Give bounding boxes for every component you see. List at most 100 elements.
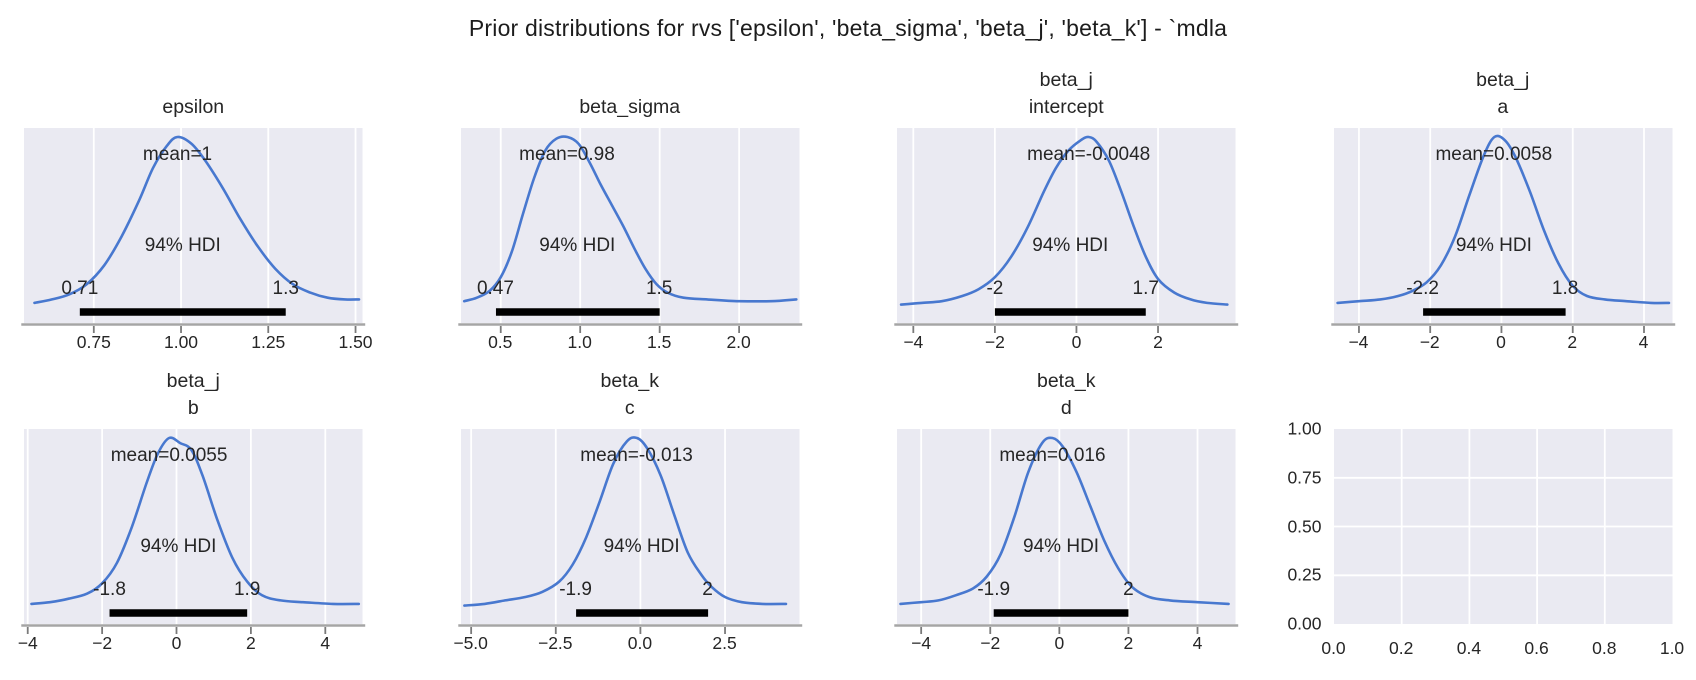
subplot-title-line: intercept: [1028, 96, 1104, 119]
x-tick-label: 1.00: [163, 332, 199, 352]
subplot-epsilon: epsilon mean=1 94% HDI 0.71 1.3 0.75 1.00 1.25 1…: [24, 56, 373, 357]
x-tick-label: 1.0: [1659, 638, 1685, 658]
x-axis-tick-labels: −4 −2 0 2 4: [1334, 323, 1673, 357]
plot-background: [24, 429, 363, 624]
kde-curve: [900, 438, 1228, 604]
x-tick-label: 0: [1496, 332, 1506, 352]
x-tick-label: 0.5: [488, 332, 513, 352]
x-tick-label: 0: [1054, 633, 1065, 653]
plot-area: mean=-0.0048 94% HDI -2 1.7: [897, 128, 1236, 323]
subplot-title-line: beta_k: [600, 370, 660, 393]
kde-curve: [1337, 136, 1668, 303]
plot-area: mean=0.0055 94% HDI -1.8 1.9: [24, 429, 363, 624]
y-tick-label: 0.75: [1287, 467, 1322, 488]
plot-area: mean=-0.013 94% HDI -1.9 2: [461, 429, 800, 624]
subplot-title: beta_sigma: [461, 56, 800, 128]
subplot-beta-j-intercept: beta_j intercept mean=-0.0048 94% HDI -2 1.7 −…: [897, 56, 1236, 357]
x-tick-label: −4: [1348, 332, 1369, 352]
x-tick-label: 2.5: [712, 633, 737, 653]
x-tick-label: −2.5: [537, 633, 573, 653]
x-tick-label: 2: [246, 633, 256, 653]
x-tick-label: −2: [980, 633, 1001, 653]
x-tick-label: 1.50: [338, 332, 373, 352]
kde-curve: [31, 438, 358, 604]
plot-background: [1333, 128, 1672, 323]
kde-curve: [464, 137, 796, 302]
x-tick-label: 0: [1071, 332, 1082, 352]
subplot-title-line: beta_k: [1036, 370, 1096, 393]
subplot-empty-axes: 0.00 0.25 0.50 0.75 1.00 0.0 0.2 0.4 0.6 0.8 1.0: [1287, 357, 1684, 659]
y-tick-label: 1.00: [1287, 418, 1322, 439]
subplot-beta-j-a: beta_j a mean=0.0058 94% HDI -2.2 1.8 −4 −2 0 2 4: [1334, 56, 1673, 357]
x-axis-tick-labels: −4 −2 0 2 4: [897, 624, 1236, 658]
y-tick-label: 0.50: [1287, 516, 1322, 536]
y-tick-label: 0.00: [1287, 613, 1322, 634]
x-tick-label: 2: [1567, 332, 1578, 352]
x-tick-label: 4: [1192, 633, 1203, 653]
plot-area: mean=0.016 94% HDI -1.9 2: [897, 429, 1236, 624]
kde-curve: [464, 437, 786, 605]
x-axis-tick-labels: −5.0 −2.5 0.0 2.5: [453, 624, 800, 658]
subplot-title-line: d: [1060, 397, 1072, 420]
x-axis-tick-labels: 0.0 0.2 0.4 0.6 0.8 1.0: [1321, 624, 1684, 658]
subplot-title-line: a: [1497, 96, 1509, 119]
subplot-title: [1334, 357, 1673, 429]
x-axis-tick-labels: 0.5 1.0 1.5 2.0: [461, 323, 800, 357]
x-tick-label: 0: [171, 633, 182, 653]
plot-background: [460, 429, 799, 624]
x-tick-label: 0.4: [1456, 638, 1482, 658]
x-tick-label: 0.6: [1524, 638, 1549, 658]
x-tick-label: 0.75: [76, 332, 111, 352]
x-tick-label: 4: [320, 633, 331, 653]
subplot-title: beta_j intercept: [897, 56, 1236, 128]
x-axis-tick-labels: 0.75 1.00 1.25 1.50: [24, 323, 373, 357]
plot-area: mean=0.98 94% HDI 0.47 1.5: [461, 128, 800, 323]
x-tick-label: 1.5: [646, 332, 672, 352]
plot-area: mean=0.0058 94% HDI -2.2 1.8: [1334, 128, 1673, 323]
subplot-title-line: beta_j: [166, 370, 220, 393]
plot-background: [897, 429, 1236, 624]
x-tick-label: 0.0: [1321, 638, 1346, 658]
subplot-title-line: b: [187, 397, 199, 420]
plot-background: [460, 128, 799, 323]
subplot-grid: epsilon mean=1 94% HDI 0.71 1.3 0.75 1.00 1.25 1…: [0, 56, 1696, 658]
subplot-beta-sigma: beta_sigma mean=0.98 94% HDI 0.47 1.5 0.5 1.0 1…: [461, 56, 800, 357]
figure-title: Prior distributions for rvs ['epsilon', …: [468, 14, 1228, 41]
subplot-beta-k-c: beta_k c mean=-0.013 94% HDI -1.9 2 −5.0 −2.5 0.…: [453, 357, 800, 658]
x-tick-label: 4: [1638, 332, 1649, 352]
subplot-title-line: c: [624, 397, 635, 420]
kde-curve: [34, 137, 359, 303]
plot-area: mean=1 94% HDI 0.71 1.3: [24, 128, 363, 323]
subplot-title-line: beta_sigma: [579, 96, 681, 119]
subplot-title-line: epsilon: [162, 96, 225, 119]
x-tick-label: 2.0: [726, 332, 751, 352]
x-tick-label: −5.0: [453, 633, 488, 653]
x-tick-label: 0.8: [1592, 638, 1617, 658]
x-tick-label: −4: [17, 633, 38, 653]
subplot-beta-j-b: beta_j b mean=0.0055 94% HDI -1.8 1.9 −4 −2 0 2 4: [18, 357, 363, 658]
subplot-title-line: beta_j: [1039, 69, 1093, 92]
x-tick-label: 0.2: [1389, 638, 1414, 658]
x-tick-label: −2: [984, 332, 1005, 352]
plot-area: 0.00 0.25 0.50 0.75 1.00: [1287, 419, 1672, 634]
y-tick-label: 0.25: [1287, 564, 1322, 585]
subplot-title-line: beta_j: [1476, 69, 1530, 92]
x-tick-label: −4: [903, 332, 924, 352]
x-tick-label: 1.25: [251, 332, 286, 352]
x-tick-label: 2: [1123, 633, 1134, 653]
x-axis-tick-labels: −4 −2 0 2: [897, 323, 1236, 357]
x-tick-label: 1.0: [567, 332, 592, 352]
kde-curve: [901, 137, 1227, 305]
x-axis-tick-labels: −4 −2 0 2 4: [18, 624, 363, 658]
subplot-title: epsilon: [24, 56, 363, 128]
x-tick-label: −2: [92, 633, 113, 653]
plot-background: [897, 128, 1236, 323]
subplot-beta-k-d: beta_k d mean=0.016 94% HDI -1.9 2 −4 −2 0 2 4: [897, 357, 1236, 658]
x-tick-label: −2: [1419, 332, 1440, 352]
x-tick-label: 0.0: [627, 633, 653, 653]
x-tick-label: −4: [911, 633, 932, 653]
